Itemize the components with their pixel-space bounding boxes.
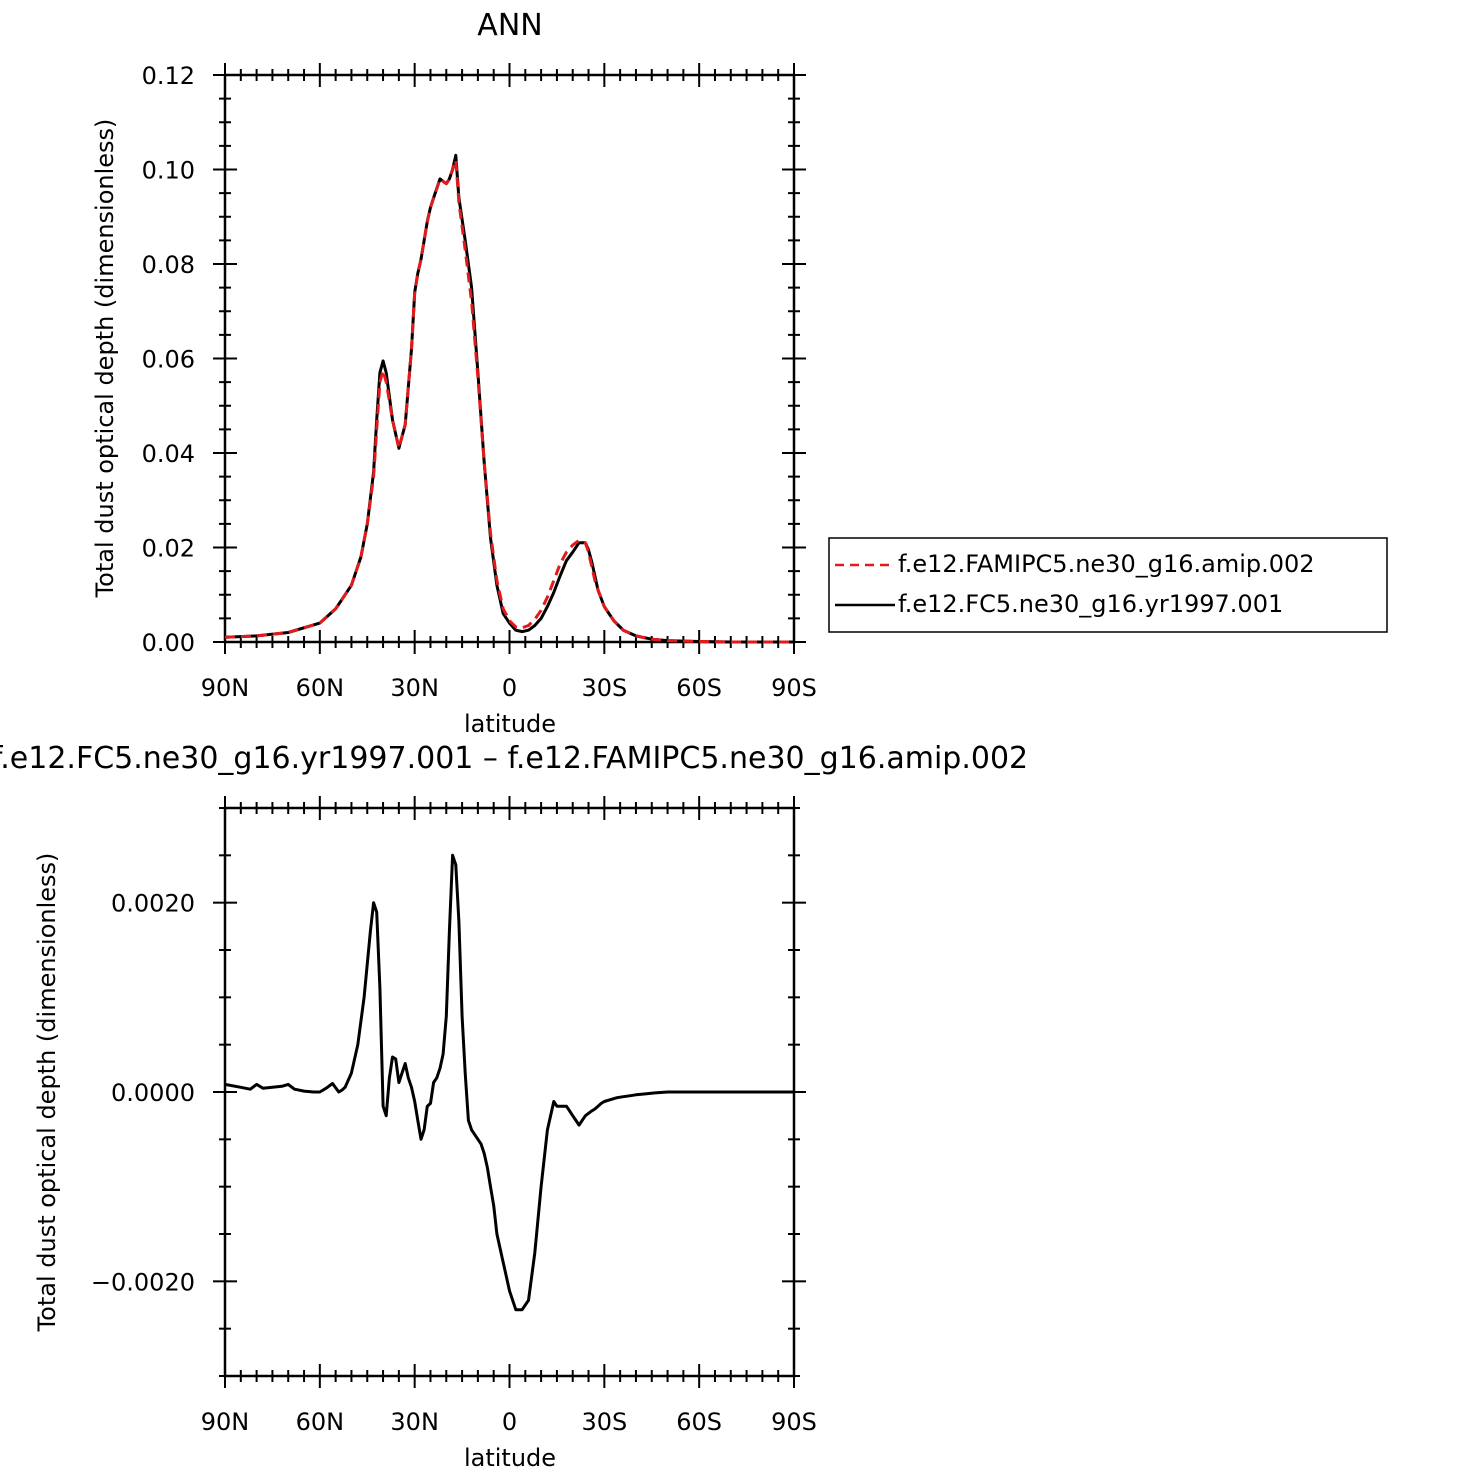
series-line-0 bbox=[224, 158, 794, 644]
y-tick-label: 0.00 bbox=[142, 629, 195, 657]
bottom-ticks bbox=[213, 796, 806, 1388]
top-plot-frame bbox=[223, 73, 796, 644]
legend: f.e12.FAMIPC5.ne30_g16.amip.002 f.e12.FC… bbox=[828, 537, 1388, 633]
y-tick-label: 0.04 bbox=[142, 440, 195, 468]
x-tick-label: 60S bbox=[676, 1408, 722, 1436]
bottom-x-axis-label: latitude bbox=[464, 1444, 556, 1472]
bottom-panel: f.e12.FC5.ne30_g16.yr1997.001 – f.e12.FA… bbox=[0, 741, 1028, 1472]
x-tick-label: 30N bbox=[390, 674, 439, 702]
top-panel: ANN 90N 60N 30N 0 30S 60S 90S 0.00 0.02 0.04 0.06… bbox=[91, 8, 1388, 738]
top-y-axis-label: Total dust optical depth (dimensionless) bbox=[91, 119, 119, 599]
y-tick-label: −0.0020 bbox=[91, 1268, 195, 1296]
top-y-tick-labels: 0.00 0.02 0.04 0.06 0.08 0.10 0.12 bbox=[142, 62, 195, 657]
top-chart-title: ANN bbox=[477, 8, 542, 43]
x-tick-label: 30S bbox=[581, 1408, 627, 1436]
legend-label-amip: f.e12.FAMIPC5.ne30_g16.amip.002 bbox=[898, 550, 1315, 578]
x-tick-label: 90S bbox=[771, 674, 817, 702]
x-tick-label: 90N bbox=[201, 1408, 250, 1436]
series-line-0 bbox=[224, 853, 794, 1312]
top-x-axis-label: latitude bbox=[464, 710, 556, 738]
y-tick-label: 0.08 bbox=[142, 251, 195, 279]
y-tick-label: 0.02 bbox=[142, 535, 195, 563]
x-tick-label: 60N bbox=[296, 674, 345, 702]
x-tick-label: 0 bbox=[502, 674, 517, 702]
y-tick-label: 0.06 bbox=[142, 346, 195, 374]
x-tick-label: 60N bbox=[296, 1408, 345, 1436]
y-tick-label: 0.10 bbox=[142, 157, 195, 185]
x-tick-label: 60S bbox=[676, 674, 722, 702]
top-x-tick-labels: 90N 60N 30N 0 30S 60S 90S bbox=[201, 674, 817, 702]
bottom-y-axis-label: Total dust optical depth (dimensionless) bbox=[33, 853, 61, 1333]
bottom-x-tick-labels: 90N 60N 30N 0 30S 60S 90S bbox=[201, 1408, 817, 1436]
y-tick-label: 0.0020 bbox=[111, 890, 195, 918]
x-tick-label: 90S bbox=[771, 1408, 817, 1436]
top-ticks bbox=[213, 63, 806, 654]
legend-box bbox=[828, 537, 1388, 633]
x-tick-label: 90N bbox=[201, 674, 250, 702]
bottom-series-lines bbox=[224, 853, 794, 1312]
y-tick-label: 0.0000 bbox=[111, 1079, 195, 1107]
top-series-lines bbox=[224, 153, 794, 644]
series-line-1 bbox=[224, 153, 794, 644]
y-tick-label: 0.12 bbox=[142, 62, 195, 90]
legend-label-fc5: f.e12.FC5.ne30_g16.yr1997.001 bbox=[898, 590, 1283, 618]
bottom-chart-title: f.e12.FC5.ne30_g16.yr1997.001 – f.e12.FA… bbox=[0, 741, 1028, 776]
x-tick-label: 30S bbox=[581, 674, 627, 702]
x-tick-label: 0 bbox=[502, 1408, 517, 1436]
bottom-y-tick-labels: 0.0020 0.0000 −0.0020 bbox=[91, 890, 195, 1297]
x-tick-label: 30N bbox=[390, 1408, 439, 1436]
